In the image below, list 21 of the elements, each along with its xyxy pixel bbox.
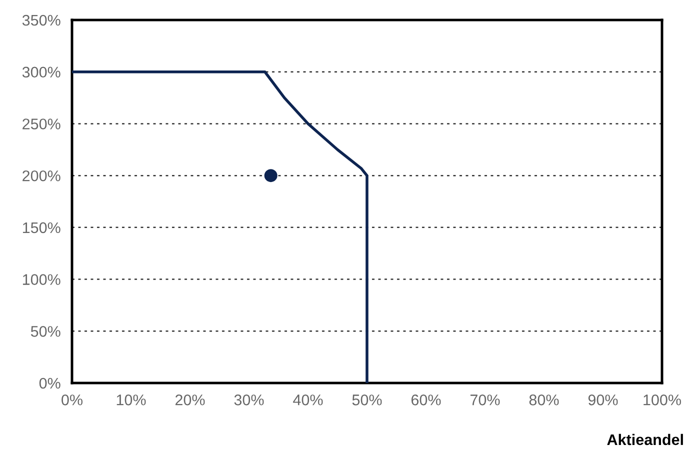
x-tick-label: 90% bbox=[588, 394, 618, 406]
y-tick-label: 50% bbox=[30, 326, 60, 337]
x-tick-label: 70% bbox=[470, 394, 500, 406]
x-tick-label: 10% bbox=[116, 394, 146, 406]
y-tick-label: 200% bbox=[22, 170, 60, 182]
y-tick-label: 350% bbox=[22, 14, 60, 26]
x-axis-title: Aktieandel bbox=[607, 434, 683, 446]
x-tick-label: 30% bbox=[234, 394, 264, 406]
y-tick-label: 0% bbox=[39, 378, 60, 389]
x-tick-label: 50% bbox=[352, 394, 382, 406]
x-tick-label: 80% bbox=[529, 394, 559, 406]
y-tick-label: 250% bbox=[22, 118, 60, 130]
line-series bbox=[72, 70, 368, 383]
x-tick-label: 20% bbox=[175, 394, 205, 406]
x-tick-label: 40% bbox=[293, 394, 323, 406]
x-tick-label: 60% bbox=[411, 394, 441, 406]
y-tick-label: 100% bbox=[22, 274, 60, 285]
x-tick-label: 100% bbox=[644, 394, 681, 406]
y-tick-label: 150% bbox=[22, 222, 60, 234]
x-tick-label: 0% bbox=[62, 394, 82, 406]
y-tick-label: 300% bbox=[22, 66, 60, 78]
